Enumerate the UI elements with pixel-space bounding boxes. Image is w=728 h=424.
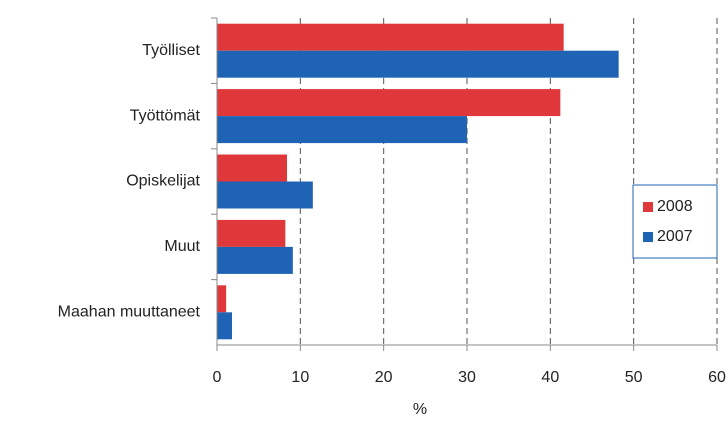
legend-swatch bbox=[643, 232, 653, 242]
y-tick-label: Opiskelijat bbox=[126, 173, 200, 190]
bar bbox=[217, 312, 232, 340]
bar bbox=[217, 50, 619, 78]
x-tick-label: 50 bbox=[625, 369, 643, 386]
bar bbox=[217, 116, 467, 144]
legend-box bbox=[632, 184, 718, 259]
bar bbox=[217, 154, 287, 182]
x-tick-label: 60 bbox=[708, 369, 726, 386]
x-tick-label: 20 bbox=[375, 369, 393, 386]
x-tick-label: 40 bbox=[541, 369, 559, 386]
legend-swatch bbox=[643, 202, 653, 212]
x-axis-label: % bbox=[413, 401, 427, 418]
x-tick-label: 0 bbox=[213, 369, 222, 386]
y-tick-label: Työttömät bbox=[130, 107, 201, 124]
bar bbox=[217, 89, 561, 117]
bar bbox=[217, 246, 293, 274]
y-tick-label: Työlliset bbox=[142, 42, 200, 59]
x-tick-label: 30 bbox=[458, 369, 476, 386]
legend-label: 2008 bbox=[657, 198, 693, 215]
bar bbox=[217, 181, 313, 209]
x-tick-label: 10 bbox=[291, 369, 309, 386]
legend-label: 2007 bbox=[657, 228, 693, 245]
y-tick-label: Muut bbox=[164, 238, 200, 255]
bar bbox=[217, 23, 564, 51]
bar bbox=[217, 285, 227, 313]
bar bbox=[217, 219, 286, 247]
y-tick-label: Maahan muuttaneet bbox=[58, 304, 201, 321]
